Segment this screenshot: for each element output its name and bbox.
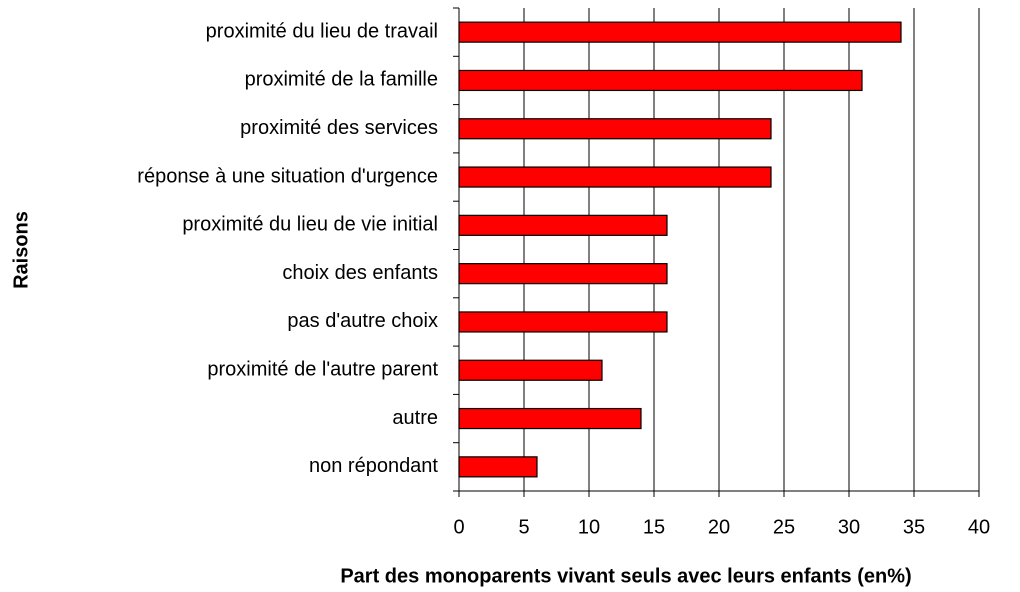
y-tick-label: pas d'autre choix — [287, 310, 438, 332]
bar — [458, 21, 902, 43]
bar — [458, 69, 863, 92]
y-tick-label: proximité du lieu de travail — [206, 20, 438, 42]
bar — [458, 359, 603, 381]
y-tick-label: non répondant — [309, 455, 438, 477]
bar — [458, 118, 772, 140]
bar — [458, 214, 668, 236]
x-tick-label: 20 — [708, 516, 730, 538]
bar — [458, 311, 668, 333]
bar — [458, 263, 668, 285]
y-tick-label: proximité du lieu de vie initial — [182, 214, 438, 236]
bar — [458, 166, 772, 188]
y-tick-label: choix des enfants — [282, 262, 438, 284]
x-axis-label: Part des monoparents vivant seuls avec l… — [340, 565, 911, 587]
y-axis-label: Raisons — [10, 211, 32, 289]
y-tick-label: proximité des services — [240, 117, 438, 139]
y-tick-label: proximité de la famille — [245, 69, 438, 91]
bar — [458, 456, 538, 478]
y-tick-label: proximité de l'autre parent — [207, 359, 438, 381]
x-tick-label: 0 — [453, 516, 464, 538]
x-tick-label: 25 — [773, 516, 795, 538]
x-tick-label: 35 — [903, 516, 925, 538]
x-tick-label: 15 — [643, 516, 665, 538]
x-tick-label: 30 — [838, 516, 860, 538]
y-tick-label: autre — [392, 407, 438, 429]
x-tick-label: 10 — [578, 516, 600, 538]
x-tick-label: 40 — [968, 516, 990, 538]
x-tick-label: 5 — [518, 516, 529, 538]
y-tick-label: réponse à une situation d'urgence — [137, 165, 438, 187]
bar — [458, 407, 642, 430]
